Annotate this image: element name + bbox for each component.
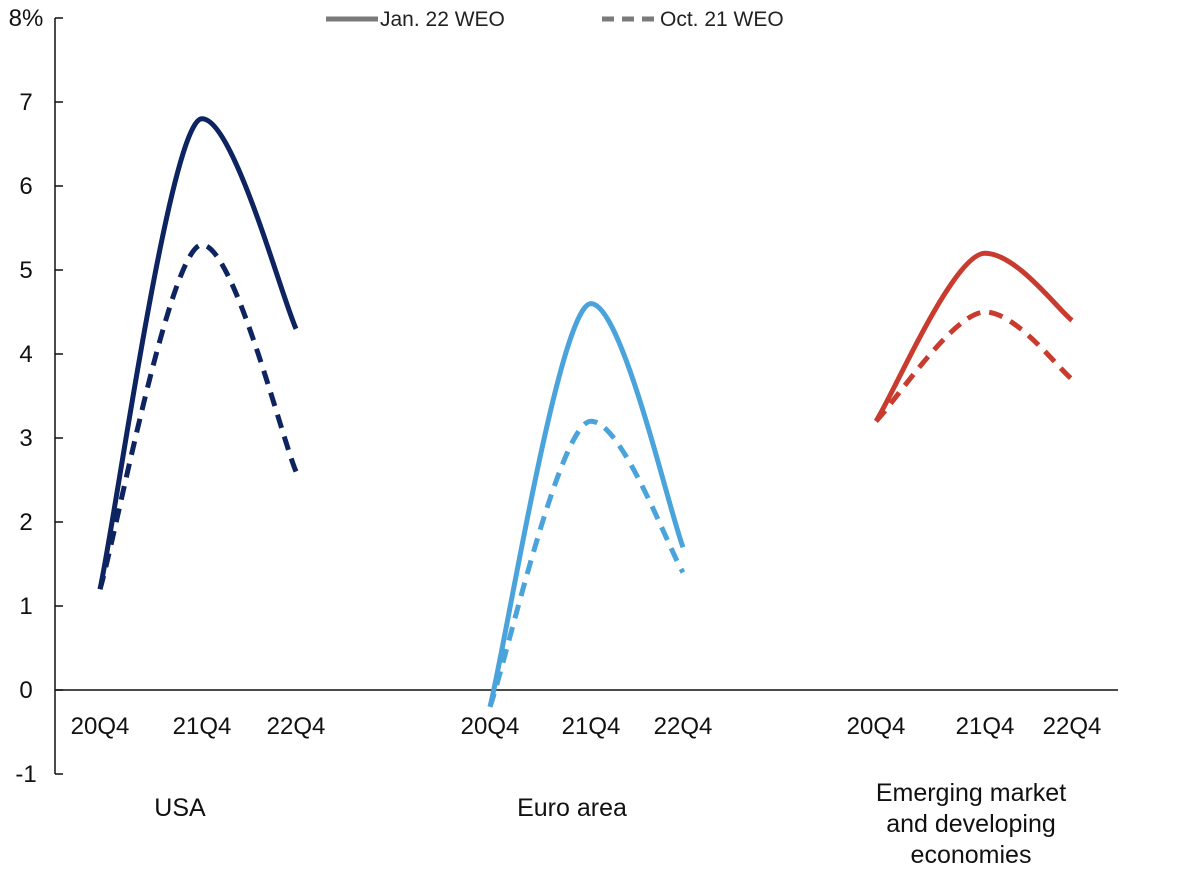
group-label: and developing [886, 810, 1056, 838]
x-tick-label: 21Q4 [173, 713, 232, 740]
y-tick-label: 0 [19, 677, 32, 704]
panel-1 [97, 116, 299, 590]
series-line-jan22 [487, 301, 686, 708]
series-line-oct21 [487, 418, 686, 708]
x-tick-label: 22Q4 [267, 713, 326, 740]
x-tick-label: 20Q4 [461, 713, 520, 740]
y-tick-label: -1 [15, 761, 36, 788]
y-tick-label: 2 [19, 509, 32, 536]
series-line-oct21 [97, 242, 299, 590]
series-line-jan22 [97, 116, 299, 590]
legend-label-jan22: Jan. 22 WEO [380, 8, 505, 31]
y-tick-label: 5 [19, 257, 32, 284]
group-label: Emerging market [876, 779, 1066, 807]
axes: -1 0 1 2 3 4 5 6 7 8% [9, 5, 1118, 788]
y-tick-label: 7 [19, 89, 32, 116]
group-label: Euro area [517, 794, 627, 822]
y-tick-label: 4 [19, 341, 32, 368]
panel-3 [873, 250, 1074, 423]
y-tick-label: 8% [9, 5, 44, 32]
x-tick-label: 22Q4 [654, 713, 713, 740]
plot-area [97, 116, 1074, 708]
x-tick-label: 20Q4 [847, 713, 906, 740]
panel-2 [487, 301, 686, 708]
series-line-jan22 [873, 250, 1074, 423]
x-tick-label: 22Q4 [1043, 713, 1102, 740]
series-line-oct21 [874, 309, 1074, 423]
legend-label-oct21: Oct. 21 WEO [660, 8, 784, 31]
legend: Jan. 22 WEO Oct. 21 WEO [326, 8, 784, 31]
x-tick-label: 21Q4 [562, 713, 621, 740]
x-tick-label: 21Q4 [956, 713, 1015, 740]
y-tick-label: 3 [19, 425, 32, 452]
y-tick-label: 6 [19, 173, 32, 200]
y-tick-label: 1 [19, 593, 32, 620]
group-label: economies [911, 841, 1032, 869]
x-tick-label: 20Q4 [71, 713, 130, 740]
category-labels: 20Q4 21Q4 22Q4 USA 20Q4 21Q4 22Q4 Euro area 20Q4… [71, 713, 1102, 869]
group-label: USA [154, 794, 206, 822]
